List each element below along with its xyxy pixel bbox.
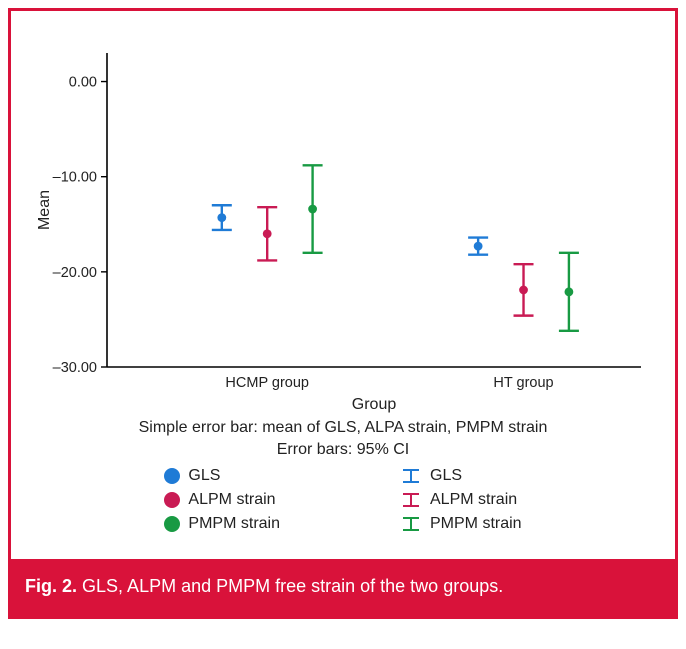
legend-col-errorbars: GLS ALPM strain PMPM strain (400, 467, 522, 533)
legend-item: ALPM strain (400, 491, 522, 509)
legend-marker-dot (164, 468, 180, 484)
legend-item: PMPM strain (400, 515, 522, 533)
legend-label: ALPM strain (430, 491, 517, 509)
svg-text:–30.00: –30.00 (53, 360, 97, 376)
errorbar-chart: 0.00 –10.00 –20.00 –30.00 Mean HCMP group HT g… (29, 35, 659, 415)
legend-item: GLS (164, 467, 280, 485)
legend-label: PMPM strain (430, 515, 522, 533)
legend-col-markers: GLS ALPM strain PMPM strain (164, 467, 280, 533)
figure-caption: Fig. 2. GLS, ALPM and PMPM free strain o… (11, 559, 675, 616)
caption-text: GLS, ALPM and PMPM free strain of the tw… (82, 576, 503, 596)
legend-label: GLS (430, 467, 462, 485)
svg-text:–10.00: –10.00 (53, 170, 97, 186)
svg-text:–20.00: –20.00 (53, 265, 97, 281)
caption-label: Fig. 2. (25, 576, 77, 596)
legend-marker-ibar (400, 467, 422, 485)
svg-text:Group: Group (352, 396, 397, 413)
subcaption-line-1: Simple error bar: mean of GLS, ALPA stra… (29, 419, 657, 437)
legend-item: GLS (400, 467, 522, 485)
legend-item: ALPM strain (164, 491, 280, 509)
legend-label: GLS (188, 467, 220, 485)
figure-frame: 0.00 –10.00 –20.00 –30.00 Mean HCMP group HT g… (8, 8, 678, 619)
svg-text:HT group: HT group (493, 375, 553, 391)
chart-area: 0.00 –10.00 –20.00 –30.00 Mean HCMP group HT g… (11, 11, 675, 559)
legend-marker-dot (164, 492, 180, 508)
legend-label: ALPM strain (188, 491, 275, 509)
svg-text:Mean: Mean (36, 190, 53, 230)
subcaption-line-2: Error bars: 95% CI (29, 441, 657, 459)
legend-marker-dot (164, 516, 180, 532)
legend-item: PMPM strain (164, 515, 280, 533)
svg-text:HCMP group: HCMP group (225, 375, 309, 391)
legend-marker-ibar (400, 515, 422, 533)
svg-text:0.00: 0.00 (69, 75, 97, 91)
legend-marker-ibar (400, 491, 422, 509)
legend-label: PMPM strain (188, 515, 280, 533)
legend: GLS ALPM strain PMPM strain GLS ALPM strain… (29, 461, 657, 551)
